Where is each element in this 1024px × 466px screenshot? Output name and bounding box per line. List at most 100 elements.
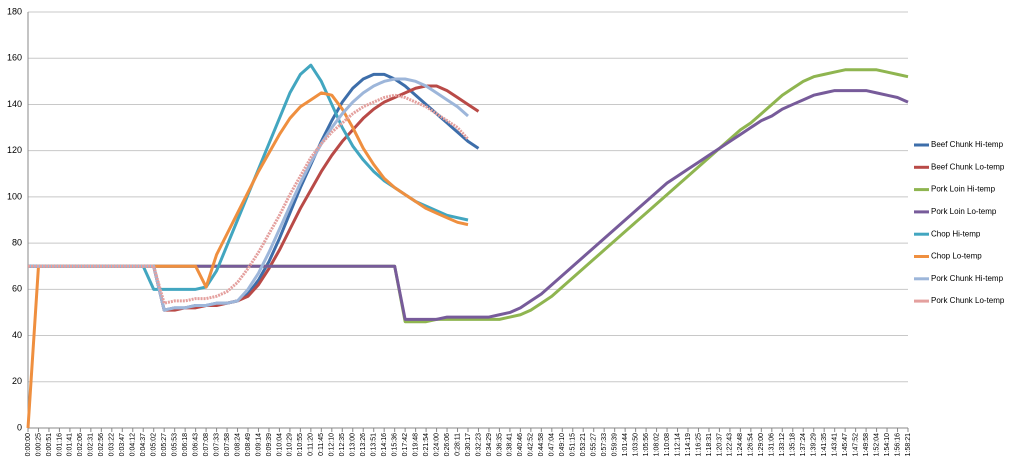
series-line: [26, 91, 469, 429]
x-tick-label: 1:35:18: [790, 433, 797, 456]
x-tick-label: 0:00:51: [46, 433, 53, 456]
legend-label: Beef Chunk Lo-temp: [931, 162, 1005, 171]
x-tick-label: 1:18:31: [706, 433, 713, 456]
y-tick-label: 100: [7, 191, 22, 201]
x-tick-label: 0:08:24: [234, 433, 241, 456]
x-tick-label: 0:12:10: [329, 433, 336, 456]
x-tick-label: 1:33:12: [779, 433, 786, 456]
x-tick-label: 0:09:39: [266, 433, 273, 456]
x-tick-label: 1:58:21: [905, 433, 912, 456]
x-tick-label: 0:02:06: [77, 433, 84, 456]
x-tick-label: 0:06:18: [182, 433, 189, 456]
x-tick-label: 0:14:16: [381, 433, 388, 456]
x-tick-label: 1:45:47: [842, 433, 849, 456]
legend-label: Pork Chunk Lo-temp: [931, 296, 1005, 305]
x-tick-label: 0:10:29: [287, 433, 294, 456]
series-line: [28, 93, 470, 305]
x-tick-label: 0:21:54: [423, 433, 430, 456]
x-tick-label: 0:11:20: [308, 433, 315, 456]
x-tick-label: 0:36:35: [496, 433, 503, 456]
x-tick-label: 0:00:25: [35, 433, 42, 456]
series-line: [28, 63, 469, 291]
x-tick-label: 1:03:50: [632, 433, 639, 456]
x-tick-label: 0:07:08: [203, 433, 210, 456]
x-tick-label: 1:39:29: [811, 433, 818, 456]
x-tick-label: 0:19:48: [412, 433, 419, 456]
y-tick-label: 20: [12, 376, 22, 386]
y-tick-label: 40: [12, 330, 22, 340]
x-tick-label: 1:10:08: [664, 433, 671, 456]
x-tick-label: 1:16:25: [695, 433, 702, 456]
y-tick-label: 60: [12, 284, 22, 294]
x-tick-label: 0:05:02: [151, 433, 158, 456]
x-tick-label: 0:05:27: [161, 433, 168, 456]
x-tick-label: 1:22:43: [727, 433, 734, 456]
x-tick-label: 0:13:51: [371, 433, 378, 456]
x-tick-label: 0:59:39: [612, 433, 619, 456]
x-tick-label: 1:43:41: [832, 433, 839, 456]
legend-label: Chop Hi-temp: [931, 229, 981, 238]
x-tick-label: 1:41:35: [821, 433, 828, 456]
x-tick-label: 0:26:06: [444, 433, 451, 456]
legend-label: Pork Chunk Hi-temp: [931, 274, 1004, 283]
x-tick-label: 0:08:49: [245, 433, 252, 456]
x-tick-label: 0:07:33: [213, 433, 220, 456]
x-tick-label: 0:05:53: [172, 433, 179, 456]
x-tick-label: 0:44:58: [538, 433, 545, 456]
x-tick-label: 0:03:22: [109, 433, 116, 456]
legend-label: Beef Chunk Hi-temp: [931, 140, 1004, 149]
x-tick-label: 0:57:33: [601, 433, 608, 456]
x-tick-label: 0:51:15: [570, 433, 577, 456]
x-tick-label: 1:05:56: [643, 433, 650, 456]
x-tick-label: 0:53:21: [580, 433, 587, 456]
x-tick-label: 0:15:36: [392, 433, 399, 456]
x-tick-label: 0:10:04: [276, 433, 283, 456]
y-tick-label: 0: [17, 422, 22, 432]
x-tick-label: 0:13:00: [350, 433, 357, 456]
y-tick-label: 80: [12, 237, 22, 247]
series-line: [28, 72, 480, 312]
x-tick-label: 0:10:55: [297, 433, 304, 456]
x-tick-label: 0:06:43: [192, 433, 199, 456]
x-tick-label: 0:12:35: [339, 433, 346, 456]
x-tick-label: 1:31:06: [769, 433, 776, 456]
x-tick-label: 0:42:52: [528, 433, 535, 456]
x-tick-label: 1:29:00: [758, 433, 765, 456]
x-tick-label: 1:52:04: [873, 433, 880, 456]
x-tick-label: 1:08:02: [653, 433, 660, 456]
x-tick-label: 1:20:37: [716, 433, 723, 456]
x-tick-label: 0:09:14: [255, 433, 262, 456]
x-tick-label: 0:28:11: [454, 433, 461, 456]
x-tick-label: 1:37:24: [800, 433, 807, 456]
x-tick-label: 0:13:26: [360, 433, 367, 456]
x-tick-label: 1:14:19: [685, 433, 692, 456]
x-tick-label: 0:34:29: [486, 433, 493, 456]
x-tick-label: 0:04:37: [140, 433, 147, 456]
x-tick-label: 0:02:56: [98, 433, 105, 456]
x-tick-label: 1:49:58: [863, 433, 870, 456]
x-tick-label: 0:03:47: [119, 433, 126, 456]
x-tick-label: 0:01:16: [56, 433, 63, 456]
x-tick-label: 1:12:14: [674, 433, 681, 456]
y-tick-label: 120: [7, 145, 22, 155]
x-tick-label: 0:07:58: [224, 433, 231, 456]
legend-label: Pork Loin Lo-temp: [931, 207, 997, 216]
x-tick-label: 0:47:04: [549, 433, 556, 456]
x-tick-label: 0:24:00: [433, 433, 440, 456]
legend-label: Chop Lo-temp: [931, 252, 982, 261]
x-tick-label: 0:02:31: [88, 433, 95, 456]
x-tick-label: 0:11:45: [318, 433, 325, 456]
y-tick-label: 160: [7, 53, 22, 63]
y-tick-label: 180: [7, 6, 22, 16]
x-tick-label: 1:56:16: [894, 433, 901, 456]
x-tick-label: 0:04:12: [130, 433, 137, 456]
x-tick-label: 1:24:48: [737, 433, 744, 456]
x-tick-label: 1:47:52: [852, 433, 859, 456]
x-tick-label: 0:00:00: [25, 433, 32, 456]
x-tick-label: 0:49:10: [559, 433, 566, 456]
x-tick-label: 0:32:23: [475, 433, 482, 456]
x-tick-label: 0:17:42: [402, 433, 409, 456]
x-tick-label: 1:01:44: [622, 433, 629, 456]
x-tick-label: 1:26:54: [748, 433, 755, 456]
